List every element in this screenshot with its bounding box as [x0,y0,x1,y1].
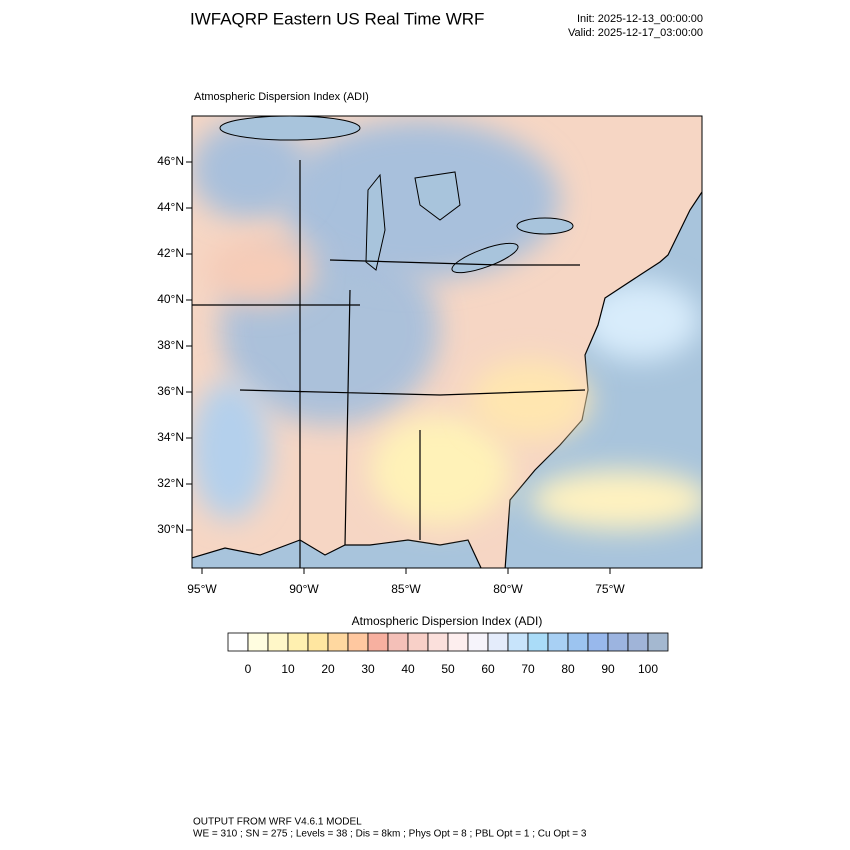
lake-superior [219,116,361,141]
lat-tick-label: 38°N [157,338,184,352]
colorbar-box [327,632,349,652]
state-borders [192,160,586,568]
colorbar-box [647,632,669,652]
footer-line: OUTPUT FROM WRF V4.6.1 MODEL [193,817,362,828]
lon-tick-label: 90°W [289,582,319,596]
colorbar-box [307,632,329,652]
lat-tick-label: 30°N [157,522,184,536]
colorbar-box [247,632,269,652]
colorbar-label: 20 [321,662,335,676]
colorbar-label: 90 [601,662,615,676]
colorbar-box [447,632,469,652]
lake-ontario [516,217,574,235]
colorbar-box [507,632,529,652]
colorbar-box [487,632,509,652]
lon-tick-label: 75°W [595,582,625,596]
map-frame [191,115,703,569]
ocean-field [580,280,700,360]
colorbar-box [267,632,289,652]
lon-tick-label: 80°W [493,582,523,596]
colorbar-label: 0 [245,662,252,676]
ocean-field [530,470,702,530]
lat-tick-label: 36°N [157,384,184,398]
lake-michigan [365,173,386,271]
colorbar-box [547,632,569,652]
lon-tick-label: 85°W [391,582,421,596]
colorbar-box [587,632,609,652]
lat-tick-label: 46°N [157,154,184,168]
colorbar-label: 80 [561,662,575,676]
colorbar-label: 100 [638,662,658,676]
colorbar-title: Atmospheric Dispersion Index (ADI) [352,614,543,628]
colorbar-box [227,632,249,652]
lat-tick-label: 34°N [157,430,184,444]
colorbar-box [467,632,489,652]
colorbar-label: 40 [401,662,415,676]
colorbar-box [287,632,309,652]
lake-erie [451,242,519,274]
init-time: Init: 2025-12-13_00:00:00 [577,13,703,25]
colorbar-label: 10 [281,662,295,676]
land-fields [192,120,590,525]
lon-tick-label: 95°W [187,582,217,596]
lat-tick-label: 40°N [157,292,184,306]
map-area [192,116,702,568]
colorbar-label: 70 [521,662,535,676]
footer-line: WE = 310 ; SN = 275 ; Levels = 38 ; Dis … [193,829,587,840]
valid-time: Valid: 2025-12-17_03:00:00 [568,27,703,39]
colorbar-box [567,632,589,652]
colorbar-box [367,632,389,652]
colorbar-box [427,632,449,652]
lat-tick-label: 42°N [157,246,184,260]
colorbar-label: 60 [481,662,495,676]
colorbar-box [527,632,549,652]
colorbar-box [387,632,409,652]
colorbar-box [347,632,369,652]
map-title: Atmospheric Dispersion Index (ADI) [194,91,369,103]
colorbar-label: 50 [441,662,455,676]
lat-tick-label: 44°N [157,200,184,214]
title: IWFAQRP Eastern US Real Time WRF [190,9,484,28]
colorbar-box [607,632,629,652]
colorbar-box [627,632,649,652]
lat-tick-label: 32°N [157,476,184,490]
lake-huron [414,171,461,221]
colorbar-box [407,632,429,652]
colorbar-label: 30 [361,662,375,676]
